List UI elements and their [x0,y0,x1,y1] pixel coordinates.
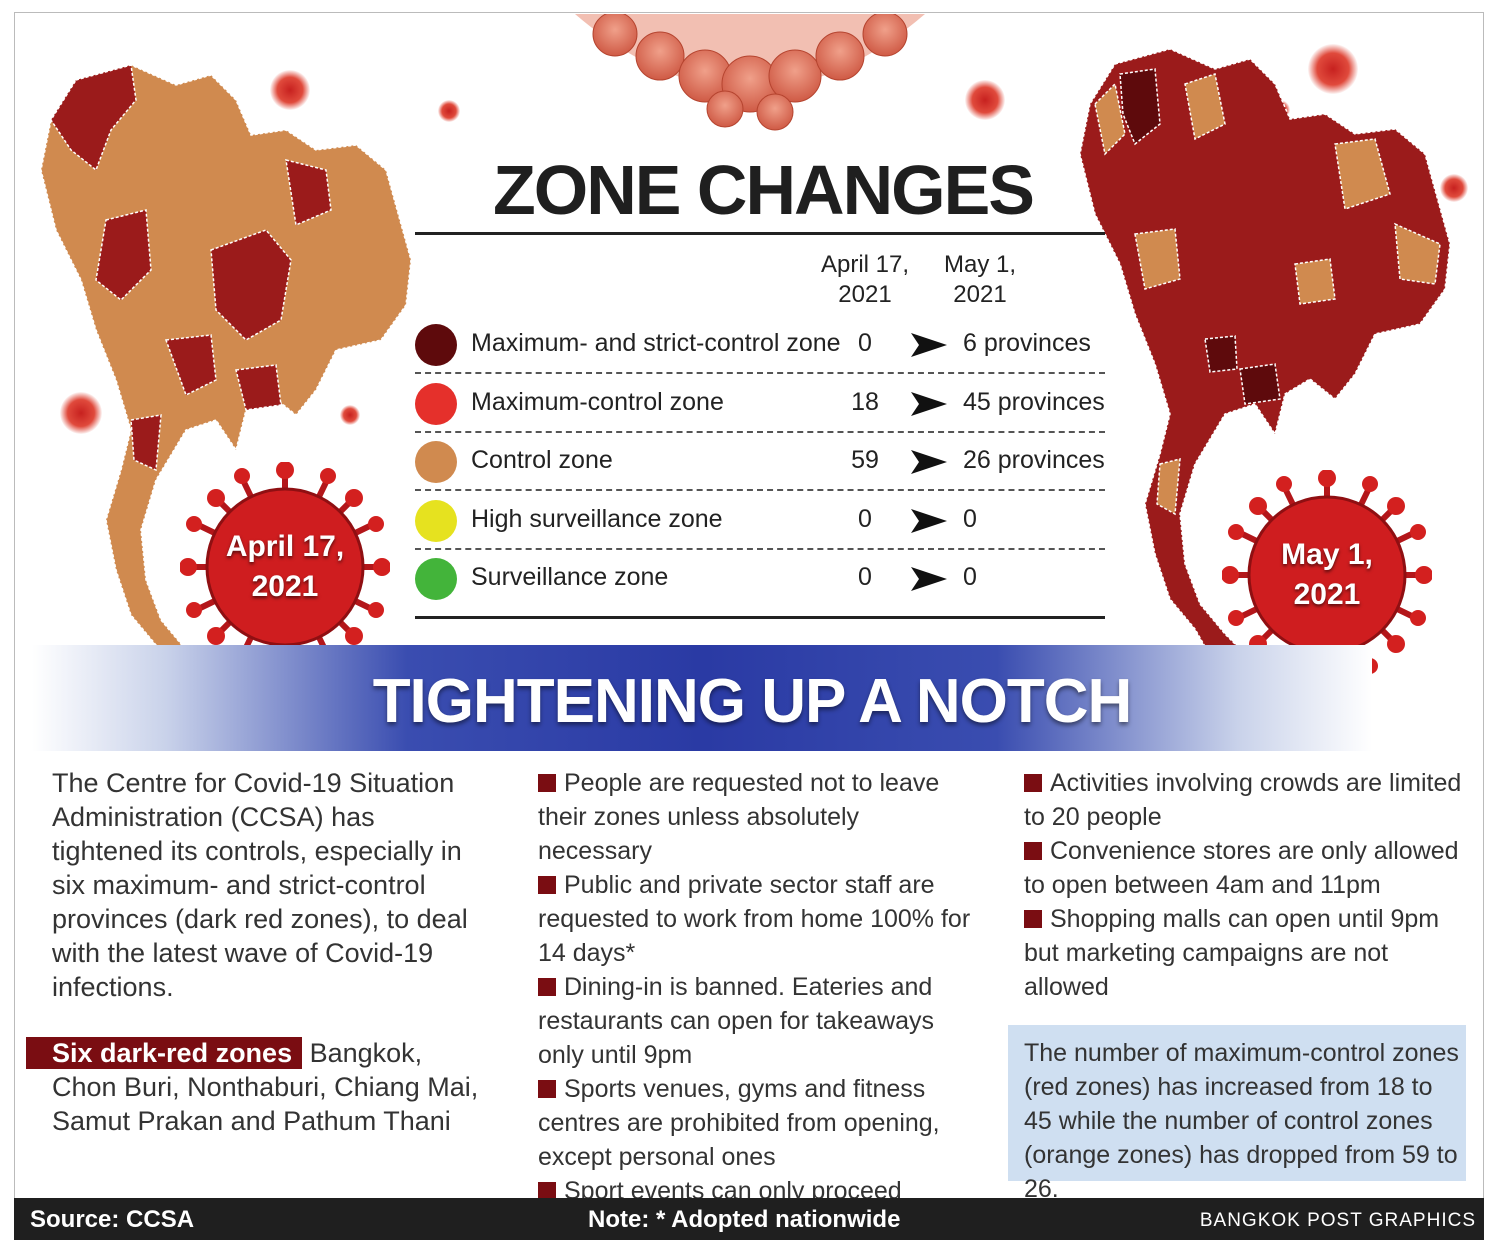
april-count: 0 [858,329,872,357]
zone-color-swatch [415,324,457,366]
footer-credit: BANGKOK POST GRAPHICS [1199,1210,1476,1231]
virus-badge-april: April 17, 2021 [179,461,391,673]
measure-item: Convenience stores are only allowed to o… [1024,837,1459,899]
column-header-may: May 1, 2021 [943,251,1017,308]
thailand-map-may [1079,48,1451,725]
arrow-right-icon [911,567,947,591]
decorative-dot [438,100,460,122]
divider [415,616,1105,619]
banner-background [32,645,1372,751]
bullet-square-icon [538,1182,556,1200]
bullet-square-icon [1024,910,1042,928]
intro-paragraph: The Centre for Covid-19 Situation Admini… [52,768,468,1002]
decorative-dot [270,70,310,110]
decorative-dot [965,80,1005,120]
zone-color-swatch [415,441,457,483]
page-title: ZONE CHANGES [493,151,1035,229]
measures-column-2: Activities involving crowds are limited … [1024,766,1464,1004]
zone-color-swatch [415,382,457,425]
april-count: 0 [858,504,872,533]
zone-row: Maximum-control zone 18 45 provinces [415,375,1105,433]
row-separator [415,547,1105,550]
measures-column-1: People are requested not to leave their … [538,766,978,1242]
footer-note: Note: * Adopted nationwide [588,1206,901,1233]
note-box-text: The number of maximum-control zones (red… [1024,1039,1459,1203]
map-date-label-april: April 17, 2021 [225,530,345,603]
virus-illustration-top [575,14,925,131]
zone-label: Surveillance zone [471,563,669,591]
six-zones-paragraph: Six dark-red zones Bangkok, Chon Buri, N… [26,1036,482,1138]
zone-label: Maximum- and strict-control zone [471,329,841,357]
arrow-right-icon [911,450,947,474]
six-zones-tag: Six dark-red zones [26,1037,303,1069]
measure-item: Activities involving crowds are limited … [1024,769,1462,831]
zone-label: Control zone [471,446,613,474]
banner-title: TIGHTENING UP A NOTCH [372,667,1133,736]
bullet-square-icon [1024,774,1042,792]
zone-label: High surveillance zone [471,504,723,533]
april-count: 18 [851,387,879,416]
column-header-april: April 17, 2021 [820,251,910,308]
virus-icon [179,461,391,673]
zone-row: Maximum- and strict-control zone 0 6 provi… [415,316,1105,374]
may-count: 0 [963,563,977,591]
arrow-right-icon [911,333,947,357]
note-box [1008,1025,1466,1181]
measure-item: Dining-in is banned. Eateries and restau… [538,973,935,1069]
bullet-square-icon [1024,842,1042,860]
zone-color-swatch [415,558,457,600]
six-zones-text: Bangkok, Chon Buri, Nonthaburi, Chiang M… [52,1038,479,1136]
zone-row: Control zone 59 26 provinces [415,433,1105,491]
divider [415,232,1105,235]
arrow-right-icon [911,391,947,416]
footer-bar [14,1198,1484,1240]
measure-item: Sports venues, gyms and fitness centres … [538,1075,940,1171]
april-count: 0 [858,563,872,591]
measure-item: Shopping malls can open until 9pm but ma… [1024,905,1440,1001]
footer-source: Source: CCSA [30,1206,195,1233]
measure-item: People are requested not to leave their … [538,769,940,865]
zone-color-swatch [415,499,457,542]
zone-row: High surveillance zone 0 0 [415,492,1105,550]
may-count: 26 provinces [963,446,1105,474]
april-count: 59 [851,446,879,474]
row-separator [415,372,1105,374]
zone-row: Surveillance zone 0 0 [415,550,1105,608]
may-count: 6 provinces [963,329,1091,357]
bullet-square-icon [538,1080,556,1098]
bullet-square-icon [538,774,556,792]
row-separator [415,489,1105,491]
zone-label: Maximum-control zone [471,387,724,416]
bullet-square-icon [538,978,556,996]
decorative-dot [1308,44,1358,94]
decorative-dot [340,405,360,425]
decorative-dot [1440,174,1468,202]
decorative-dot [60,392,102,434]
bullet-square-icon [538,876,556,894]
map-date-label-may: May 1, 2021 [1281,538,1373,611]
measure-item: Public and private sector staff are requ… [538,871,971,967]
row-separator [415,430,1105,433]
may-count: 0 [963,504,977,533]
arrow-right-icon [911,508,947,533]
may-count: 45 provinces [963,387,1105,416]
